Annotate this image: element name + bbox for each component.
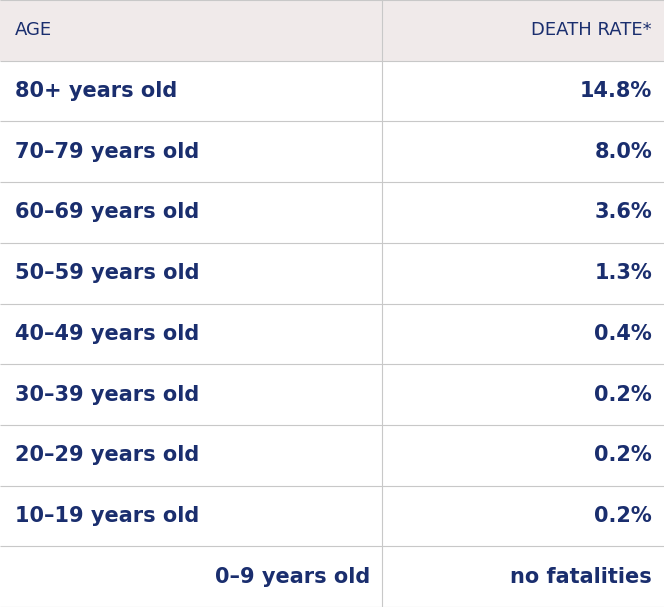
- Text: DEATH RATE*: DEATH RATE*: [531, 21, 652, 39]
- Text: 40–49 years old: 40–49 years old: [15, 324, 199, 344]
- Text: 20–29 years old: 20–29 years old: [15, 446, 199, 465]
- Text: 80+ years old: 80+ years old: [15, 81, 177, 101]
- Text: 10–19 years old: 10–19 years old: [15, 506, 199, 526]
- Text: 3.6%: 3.6%: [594, 203, 652, 222]
- Text: 50–59 years old: 50–59 years old: [15, 263, 199, 283]
- Text: 60–69 years old: 60–69 years old: [15, 203, 199, 222]
- Text: 0–9 years old: 0–9 years old: [214, 567, 370, 586]
- Text: AGE: AGE: [15, 21, 52, 39]
- Text: 14.8%: 14.8%: [580, 81, 652, 101]
- Text: 30–39 years old: 30–39 years old: [15, 385, 199, 404]
- Text: 0.2%: 0.2%: [594, 385, 652, 404]
- Text: no fatalities: no fatalities: [511, 567, 652, 586]
- Text: 8.0%: 8.0%: [594, 142, 652, 161]
- Text: 0.2%: 0.2%: [594, 506, 652, 526]
- Text: 1.3%: 1.3%: [594, 263, 652, 283]
- Text: 70–79 years old: 70–79 years old: [15, 142, 199, 161]
- Text: 0.2%: 0.2%: [594, 446, 652, 465]
- Text: 0.4%: 0.4%: [594, 324, 652, 344]
- Bar: [0, 0, 664, 61]
